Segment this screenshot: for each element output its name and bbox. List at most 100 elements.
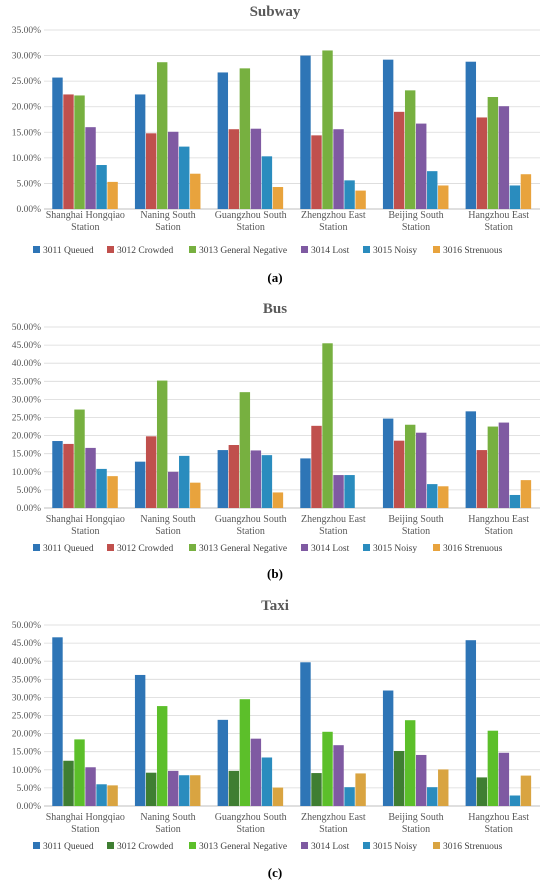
chart2-ytick-label: 40.00% <box>12 657 41 667</box>
chart1-category-label: Guangzhou South <box>215 514 287 525</box>
chart0-ytick-label: 20.00% <box>12 103 41 113</box>
chart2-bar <box>134 674 146 806</box>
chart2-bar <box>96 784 107 806</box>
chart2-bar <box>476 777 488 806</box>
chart1-legend-swatch <box>363 544 370 551</box>
chart2-ytick-label: 35.00% <box>12 675 41 685</box>
chart1-bar <box>393 440 405 508</box>
chart1-ytick-label: 35.00% <box>12 377 41 387</box>
chart0-legend-swatch <box>189 246 196 253</box>
chart2-bar <box>355 773 366 806</box>
chart1-ytick-label: 5.00% <box>16 486 41 496</box>
chart2-legend-swatch <box>33 842 40 849</box>
chart0-bar <box>228 129 240 209</box>
chart2-title: Taxi <box>261 598 289 614</box>
chart1-bar <box>228 445 240 508</box>
chart0-category-label: Zhengzhou East <box>301 210 366 221</box>
chart0-bar <box>85 127 96 209</box>
chart2-category-label: Beijing South <box>388 812 443 823</box>
chart1-bar <box>416 432 427 508</box>
chart1-category-label: Naning South <box>140 514 195 525</box>
chart0-title: Subway <box>250 4 301 20</box>
chart1-category-label: Beijing South <box>388 514 443 525</box>
chart0-bar <box>96 165 107 209</box>
chart2-bar <box>333 745 344 806</box>
chart2-legend-label: 3012 Crowded <box>117 842 173 852</box>
chart0-ytick-label: 15.00% <box>12 128 41 138</box>
chart2-ytick-label: 15.00% <box>12 748 41 758</box>
chart1-ytick-label: 40.00% <box>12 359 41 369</box>
chart2-ytick-label: 5.00% <box>16 784 41 794</box>
chart2-category-label: Sation <box>155 824 181 835</box>
chart1-ytick-label: 25.00% <box>12 414 41 424</box>
chart1-bar <box>85 447 96 508</box>
chart2-bar <box>344 787 355 806</box>
chart2-bar <box>416 754 427 806</box>
chart2-bar <box>63 760 74 806</box>
chart0-bar <box>355 190 366 209</box>
chart1-category-label: Station <box>484 526 512 537</box>
chart1-bar <box>107 476 118 508</box>
chart0-category-label: Beijing South <box>388 210 443 221</box>
chart0-bar <box>427 171 438 209</box>
chart2-ytick-label: 30.00% <box>12 693 41 703</box>
chart0-bar <box>487 96 499 209</box>
chart0-legend-swatch <box>301 246 308 253</box>
chart0-bar <box>145 133 157 209</box>
chart2-bar <box>438 769 449 806</box>
chart0-bar <box>272 187 284 209</box>
chart1-bar <box>300 458 311 508</box>
chart1-bar <box>509 494 521 508</box>
chart0-bar <box>520 174 532 209</box>
chart0-bar <box>322 50 333 210</box>
chart2-ytick-label: 10.00% <box>12 766 41 776</box>
chart1-legend-label: 3014 Lost <box>311 544 350 554</box>
chart2-bar <box>520 775 532 806</box>
chart2-legend-label: 3013 General Negative <box>199 842 287 852</box>
chart0-bar <box>404 90 416 209</box>
chart1-legend-swatch <box>189 544 196 551</box>
chart0-bar <box>52 77 63 209</box>
chart1-category-label: Station <box>319 526 347 537</box>
chart2-bar <box>179 775 190 806</box>
chart0-bar <box>63 94 74 209</box>
chart2-category-label: Station <box>402 824 430 835</box>
chart0-bar <box>134 94 146 209</box>
chart1-bar <box>272 492 284 508</box>
chart0-legend-label: 3013 General Negative <box>199 246 287 256</box>
chart0-bar <box>416 123 427 209</box>
chart1-bar <box>134 461 146 508</box>
chart1-bar <box>156 380 168 508</box>
chart1-legend-swatch <box>107 544 114 551</box>
chart2-legend-label: 3016 Strenuous <box>443 842 503 852</box>
chart0-bar <box>333 129 344 209</box>
chart2-bar <box>300 662 311 806</box>
chart2-legend-swatch <box>189 842 196 849</box>
chart0-category-label: Guangzhou South <box>215 210 287 221</box>
chart0-category-label: Naning South <box>140 210 195 221</box>
chart1-bar <box>498 422 510 508</box>
chart1-bar <box>333 475 344 508</box>
chart0-bar <box>107 181 118 209</box>
chart0-bar <box>465 61 477 209</box>
chart0-bar <box>74 95 85 209</box>
chart0-legend-label: 3015 Noisy <box>373 246 417 256</box>
chart1-ytick-label: 0.00% <box>16 504 41 514</box>
chart2-legend-label: 3011 Queued <box>43 842 94 852</box>
chart1-bar <box>520 480 532 508</box>
chart1-category-label: Station <box>71 526 99 537</box>
chart1-bar <box>438 486 449 508</box>
chart1-bar <box>250 450 262 508</box>
chart2-bar <box>487 730 499 806</box>
chart2-category-label: Naning South <box>140 812 195 823</box>
chart0-legend-label: 3016 Strenuous <box>443 246 503 256</box>
chart0-ytick-label: 35.00% <box>12 26 41 36</box>
chart1-category-label: Shanghai Hongqiao <box>46 514 125 525</box>
chart0-bar <box>344 180 355 209</box>
chart0-category-label: Shanghai Hongqiao <box>46 210 125 221</box>
chart1-bar <box>179 455 190 508</box>
chart1-category-label: Station <box>402 526 430 537</box>
chart1-ytick-label: 20.00% <box>12 432 41 442</box>
chart2-bar <box>217 719 229 806</box>
